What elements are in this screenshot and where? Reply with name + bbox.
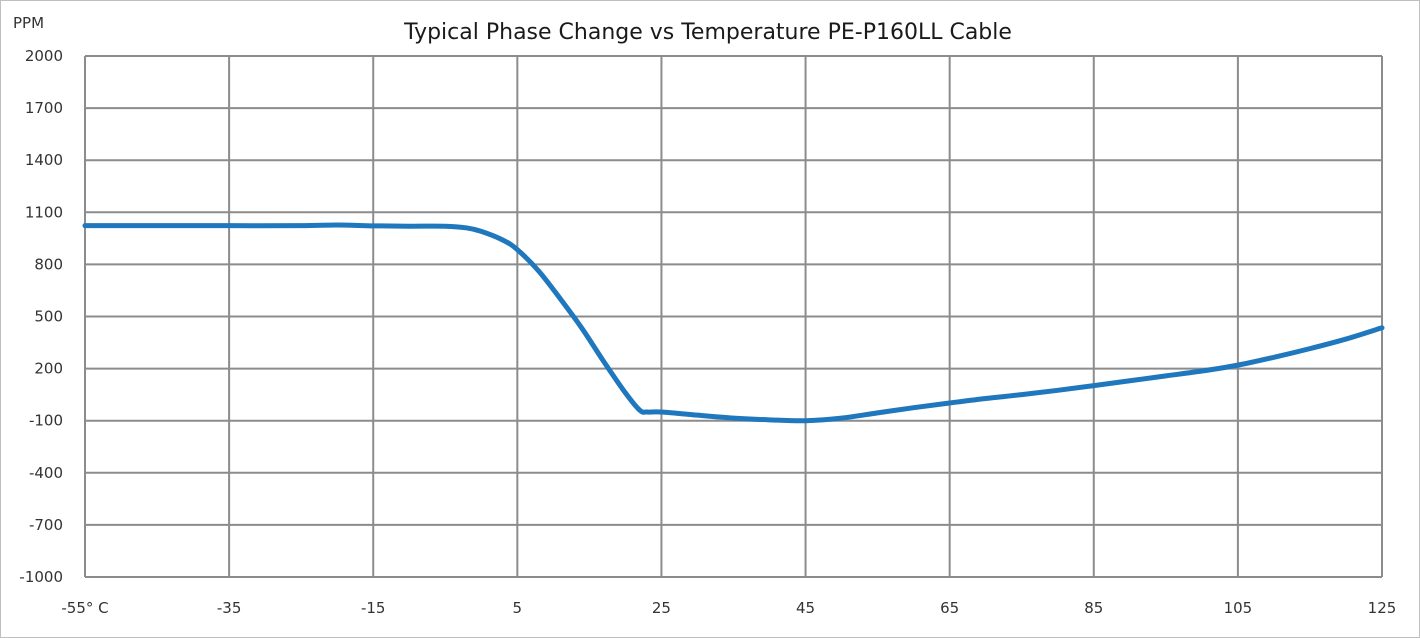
x-tick-label: 5 xyxy=(513,599,523,617)
series-line xyxy=(82,222,1385,424)
y-tick-label: 500 xyxy=(34,308,63,326)
x-tick-label: -55° C xyxy=(61,599,108,617)
x-tick-label: 105 xyxy=(1224,599,1253,617)
x-tick-label: 85 xyxy=(1084,599,1103,617)
x-tick-label: 65 xyxy=(940,599,959,617)
y-tick-labels: 2000 1700 1400 1100 800 500 200 -100 -400 -700 -10… xyxy=(19,47,63,586)
y-tick-label: 1400 xyxy=(25,151,63,169)
x-tick-label: 45 xyxy=(796,599,815,617)
y-tick-label: 200 xyxy=(34,360,63,378)
x-tick-label: -15 xyxy=(361,599,386,617)
y-tick-label: 2000 xyxy=(25,47,63,65)
x-tick-label: -35 xyxy=(217,599,242,617)
x-tick-label: 25 xyxy=(652,599,671,617)
series-layer xyxy=(82,222,1385,424)
x-tick-label: 125 xyxy=(1368,599,1397,617)
y-tick-label: -400 xyxy=(29,464,63,482)
y-tick-label: -700 xyxy=(29,516,63,534)
y-tick-label: 1700 xyxy=(25,99,63,117)
y-tick-label: -100 xyxy=(29,412,63,430)
y-tick-label: -1000 xyxy=(19,568,63,586)
chart-title: Typical Phase Change vs Temperature PE-P… xyxy=(403,20,1012,45)
y-tick-label: 800 xyxy=(34,255,63,273)
y-tick-label: 1100 xyxy=(25,203,63,221)
y-axis-unit-label: PPM xyxy=(13,14,44,32)
x-tick-labels: -55° C -35 -15 5 25 45 65 85 105 125 xyxy=(61,599,1396,617)
grid-layer xyxy=(84,55,1383,578)
